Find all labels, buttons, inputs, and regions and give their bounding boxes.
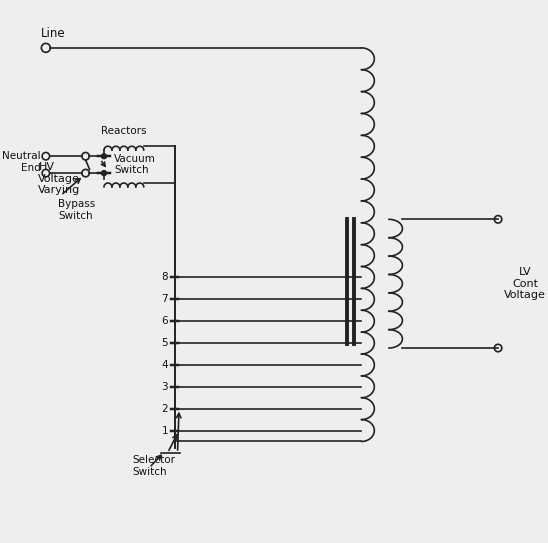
Text: 7: 7 [162,294,168,304]
Text: 1: 1 [162,426,168,435]
Text: Line: Line [41,27,66,40]
Text: Neutral
End: Neutral End [2,151,41,173]
Text: 5: 5 [162,338,168,348]
Text: 8: 8 [162,273,168,282]
Text: LV
Cont
Voltage: LV Cont Voltage [504,267,546,300]
Text: Selector
Switch: Selector Switch [133,456,176,477]
Text: Vacuum
Switch: Vacuum Switch [114,154,156,175]
Text: 3: 3 [162,382,168,392]
Circle shape [101,171,106,175]
Text: HV
Voltage
Varying: HV Voltage Varying [38,162,81,195]
Text: Reactors: Reactors [101,127,147,136]
Circle shape [101,154,106,159]
Text: 4: 4 [162,360,168,370]
Text: 6: 6 [162,316,168,326]
Text: 2: 2 [162,403,168,414]
Text: Bypass
Switch: Bypass Switch [58,199,95,221]
